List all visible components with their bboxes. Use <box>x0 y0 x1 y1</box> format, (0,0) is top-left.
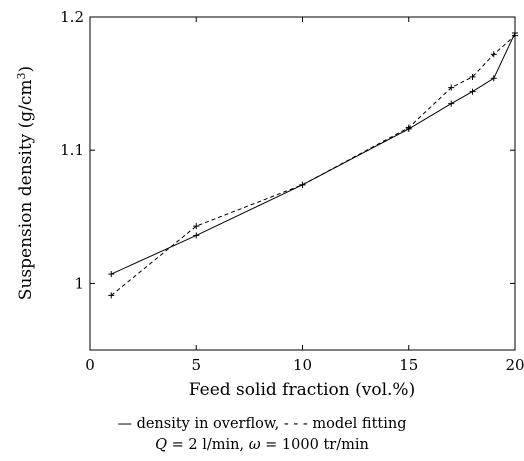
series-line-density-in-overflow <box>111 32 516 275</box>
y-tick-label: 1.2 <box>60 8 84 26</box>
x-tick-label: 20 <box>505 356 524 374</box>
data-point-marker <box>193 232 200 239</box>
x-axis-title: Feed solid fraction (vol.%) <box>189 380 415 400</box>
legend-dashed-symbol: - - - <box>283 416 308 432</box>
series-line-model-fitting <box>110 35 516 296</box>
y-tick-label: 1 <box>74 274 84 292</box>
legend-solid-symbol: — <box>117 416 132 432</box>
legend-dashed-text: model fitting <box>312 416 407 432</box>
x-tick-label: 15 <box>399 356 418 374</box>
data-point-marker <box>490 75 497 82</box>
data-point-marker <box>108 292 115 299</box>
data-point-marker <box>108 271 115 278</box>
x-tick-label: 5 <box>191 356 201 374</box>
data-point-marker <box>448 84 455 91</box>
axis-ticks <box>89 16 516 350</box>
legend-solid-text: density in overflow, <box>136 416 280 432</box>
q-value: = 2 l/min, <box>171 437 245 453</box>
axis-tick-labels: 0 5 10 15 20 1 1.1 1.2 <box>60 8 524 374</box>
data-point-marker <box>490 51 497 58</box>
omega-value: = 1000 tr/min <box>265 437 369 453</box>
data-point-marker <box>405 124 412 131</box>
data-point-marker <box>469 73 476 80</box>
data-point-marker <box>469 88 476 95</box>
caption-legend: — density in overflow, - - - model fitti… <box>0 416 524 432</box>
x-tick-label: 0 <box>85 356 95 374</box>
data-point-marker <box>193 223 200 230</box>
omega-symbol: ω <box>248 437 261 453</box>
data-point-marker <box>299 181 306 188</box>
data-point-marker <box>448 100 455 107</box>
chart: 0 5 10 15 20 1 1.1 1.2 Feed solid fraction (vol… <box>15 8 524 400</box>
y-axis-title: Suspension density (g/cm3) <box>15 66 36 300</box>
caption-conditions: Q = 2 l/min, ω = 1000 tr/min <box>0 437 524 453</box>
y-tick-label: 1.1 <box>60 141 84 159</box>
q-symbol: Q <box>155 437 168 453</box>
x-tick-label: 10 <box>293 356 312 374</box>
plot-marks <box>108 29 518 299</box>
